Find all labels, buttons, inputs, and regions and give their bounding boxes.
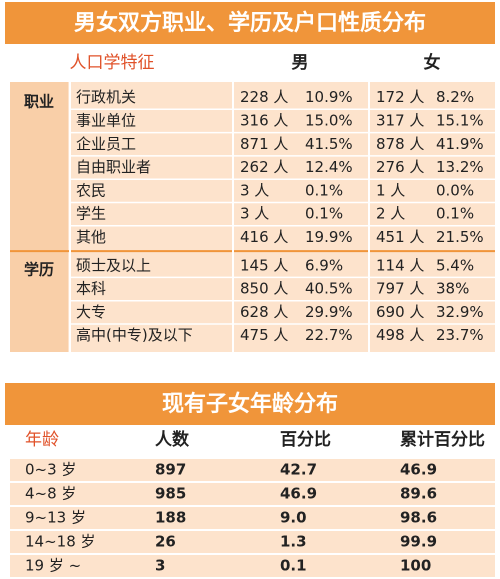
cell: 38% (436, 280, 469, 298)
title-bar (5, 383, 495, 425)
cell: 26 (155, 533, 176, 551)
cell: 32.9% (436, 303, 484, 321)
cell: 46.9 (280, 485, 317, 503)
cell: 0.0% (436, 181, 474, 199)
title-bar (5, 2, 495, 44)
cell: 99.9 (400, 533, 437, 551)
cell: 0~3 岁 (25, 461, 76, 479)
cell: 自由职业者 (76, 158, 151, 176)
column-header: 男 (292, 53, 309, 73)
cell: 416 人 (240, 228, 288, 246)
cell: 8.2% (436, 88, 474, 106)
cell: 6.9% (305, 256, 343, 274)
table-title: 现有子女年龄分布 (162, 391, 338, 417)
cell: 12.4% (305, 158, 353, 176)
cell: 15.0% (305, 111, 353, 129)
cell: 145 人 (240, 256, 288, 274)
cell: 262 人 (240, 158, 288, 176)
cell: 22.7% (305, 326, 353, 344)
row-background (10, 531, 495, 553)
column-header: 年龄 (25, 430, 59, 450)
cell: 1.3 (280, 533, 307, 551)
cell: 5.4% (436, 256, 474, 274)
cell: 871 人 (240, 135, 288, 153)
cell: 行政机关 (76, 88, 136, 106)
cell: 9.0 (280, 509, 307, 527)
cell: 228 人 (240, 88, 288, 106)
cell: 15.1% (436, 111, 484, 129)
cell: 3 人 (240, 181, 269, 199)
column-header: 百分比 (280, 429, 331, 450)
cell: 3 人 (240, 205, 269, 223)
cell: 农民 (76, 181, 106, 199)
row-background (10, 483, 495, 505)
cell: 事业单位 (76, 111, 136, 129)
cell: 316 人 (240, 111, 288, 129)
cell: 1 人 (376, 181, 405, 199)
cell: 498 人 (376, 326, 424, 344)
group-label: 职业 (24, 93, 54, 111)
table-body (10, 82, 495, 352)
cell: 21.5% (436, 228, 484, 246)
cell: 大专 (76, 303, 106, 321)
cell: 23.7% (436, 326, 484, 344)
cell: 9~13 岁 (25, 509, 86, 527)
cell: 797 人 (376, 280, 424, 298)
cell: 42.7 (280, 461, 317, 479)
column-header: 人口学特征 (70, 53, 155, 73)
group-label: 学历 (24, 261, 54, 279)
cell: 46.9 (400, 461, 437, 479)
cell: 29.9% (305, 303, 353, 321)
cell: 172 人 (376, 88, 424, 106)
cell: 897 (155, 461, 186, 479)
cell: 41.5% (305, 135, 353, 153)
cell: 0.1% (305, 205, 343, 223)
cell: 0.1% (305, 181, 343, 199)
cell: 985 (155, 485, 186, 503)
cell: 0.1 (280, 557, 307, 575)
cell: 硕士及以上 (76, 256, 151, 274)
row-background (10, 507, 495, 529)
row-background (10, 555, 495, 577)
cell: 4~8 岁 (25, 485, 76, 503)
cell: 98.6 (400, 509, 437, 527)
cell: 40.5% (305, 280, 353, 298)
cell: 2 人 (376, 205, 405, 223)
cell: 188 (155, 509, 186, 527)
cell: 学生 (76, 205, 106, 223)
row-background (10, 459, 495, 481)
cell: 高中(中专)及以下 (76, 326, 193, 344)
cell: 19.9% (305, 228, 353, 246)
cell: 100 (400, 557, 431, 575)
cell: 114 人 (376, 256, 424, 274)
cell: 其他 (76, 228, 106, 246)
cell: 89.6 (400, 485, 437, 503)
cell: 0.1% (436, 205, 474, 223)
table-title: 男女双方职业、学历及户口性质分布 (74, 10, 426, 36)
cell: 企业员工 (76, 135, 136, 153)
category-column (10, 82, 68, 352)
cell: 10.9% (305, 88, 353, 106)
cell: 850 人 (240, 280, 288, 298)
cell: 14~18 岁 (25, 533, 96, 551)
cell: 3 (155, 557, 165, 575)
cell: 451 人 (376, 228, 424, 246)
cell: 317 人 (376, 111, 424, 129)
cell: 13.2% (436, 158, 484, 176)
cell: 475 人 (240, 326, 288, 344)
column-header: 人数 (155, 429, 190, 450)
column-header: 累计百分比 (400, 429, 485, 450)
cell: 628 人 (240, 303, 288, 321)
cell: 19 岁 ~ (25, 557, 81, 575)
cell: 276 人 (376, 158, 424, 176)
column-header: 女 (424, 52, 441, 73)
cell: 878 人 (376, 135, 424, 153)
cell: 690 人 (376, 303, 424, 321)
cell: 41.9% (436, 135, 484, 153)
cell: 本科 (76, 280, 106, 298)
